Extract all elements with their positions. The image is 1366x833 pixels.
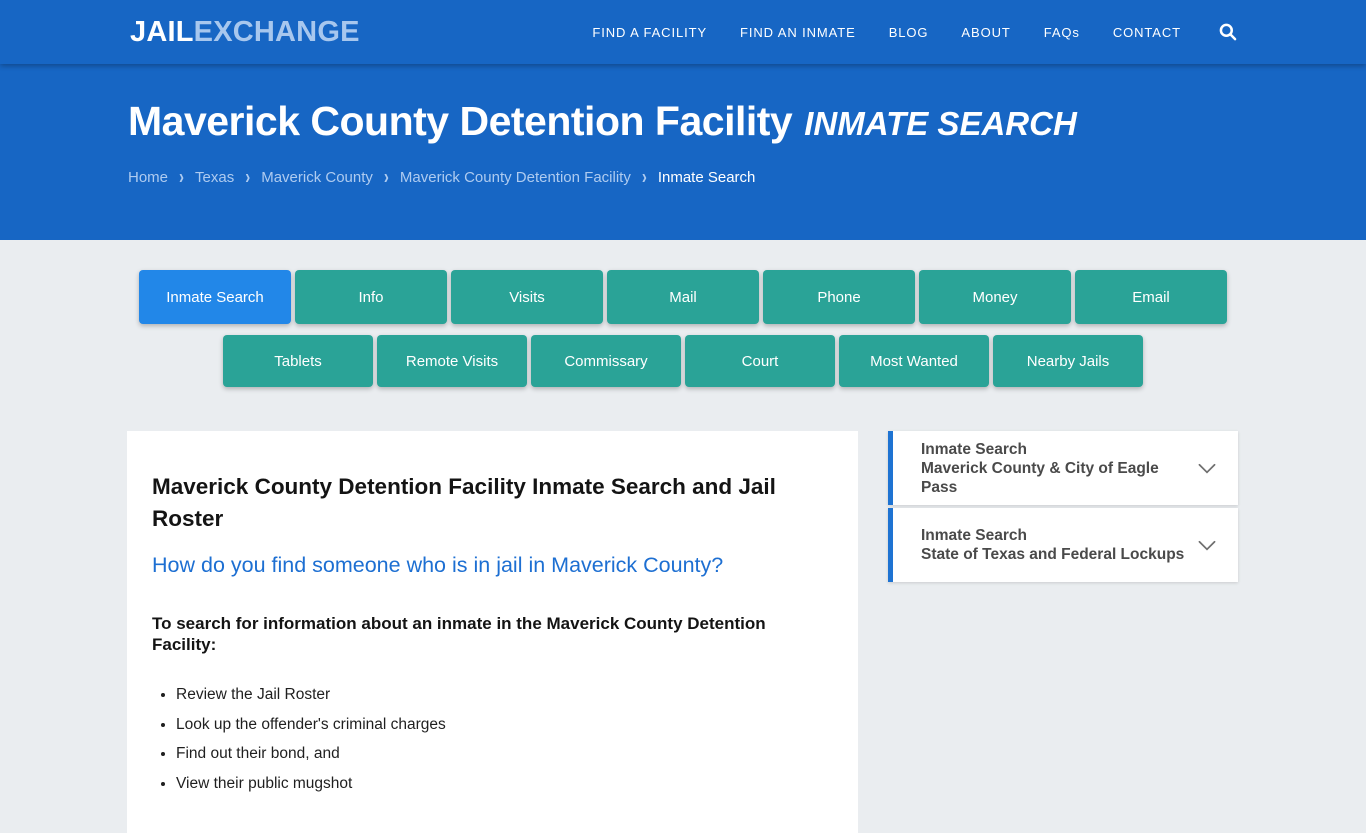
accordion-title: Inmate Search <box>921 440 1027 458</box>
page-title-main: Maverick County Detention Facility <box>128 98 793 144</box>
nav-find-a-facility[interactable]: FIND A FACILITY <box>592 24 708 40</box>
main-nav: FIND A FACILITY FIND AN INMATE BLOG ABOU… <box>592 22 1238 42</box>
list-item: Find out their bond, and <box>176 744 828 763</box>
tab-commissary[interactable]: Commissary <box>531 335 681 387</box>
facility-tabs-row-1: Inmate Search Info Visits Mail Phone Mon… <box>0 270 1366 324</box>
accordion-subtitle: State of Texas and Federal Lockups <box>921 546 1185 563</box>
article-intro: To search for information about an inmat… <box>152 614 766 654</box>
tab-visits[interactable]: Visits <box>451 270 603 324</box>
list-item: Look up the offender's criminal charges <box>176 715 828 734</box>
page-title: Maverick County Detention Facility INMATE… <box>128 64 1238 145</box>
main-content: Maverick County Detention Facility Inmat… <box>127 431 1366 833</box>
breadcrumb-current: Inmate Search <box>657 169 756 186</box>
accordion-label: Inmate Search State of Texas and Federal… <box>921 526 1184 564</box>
article-subheading: How do you find someone who is in jail i… <box>152 553 724 577</box>
tab-mail[interactable]: Mail <box>607 270 759 324</box>
facility-tabs-row-2: Tablets Remote Visits Commissary Court M… <box>0 335 1366 387</box>
accordion-title: Inmate Search <box>921 527 1027 544</box>
breadcrumb-home[interactable]: Home <box>128 169 169 186</box>
chevron-right-icon: › <box>245 166 251 189</box>
brand-logo-jail: JAIL <box>130 15 194 48</box>
chevron-down-icon <box>1194 532 1220 558</box>
tab-tablets[interactable]: Tablets <box>223 335 373 387</box>
search-icon[interactable] <box>1218 22 1238 42</box>
tab-most-wanted[interactable]: Most Wanted <box>839 335 989 387</box>
chevron-right-icon: › <box>641 166 647 189</box>
hero-banner: Maverick County Detention Facility INMATE… <box>0 64 1366 240</box>
tab-court[interactable]: Court <box>685 335 835 387</box>
chevron-right-icon: › <box>383 166 389 189</box>
list-item: Review the Jail Roster <box>176 685 828 704</box>
breadcrumb: Home › Texas › Maverick County › Maveric… <box>128 166 1238 189</box>
brand-logo[interactable]: JAILEXCHANGE <box>130 16 360 49</box>
tab-money[interactable]: Money <box>919 270 1071 324</box>
chevron-down-icon <box>1194 455 1220 481</box>
accordion-inmate-search-county[interactable]: Inmate Search Maverick County & City of … <box>888 431 1238 505</box>
tab-nearby-jails[interactable]: Nearby Jails <box>993 335 1143 387</box>
breadcrumb-texas[interactable]: Texas <box>195 169 235 186</box>
tab-inmate-search[interactable]: Inmate Search <box>139 270 291 324</box>
site-header: JAILEXCHANGE FIND A FACILITY FIND AN INM… <box>0 0 1366 64</box>
tab-phone[interactable]: Phone <box>763 270 915 324</box>
nav-faqs[interactable]: FAQs <box>1043 24 1080 40</box>
article-heading: Maverick County Detention Facility Inmat… <box>152 474 776 531</box>
chevron-right-icon: › <box>179 166 185 189</box>
tab-remote-visits[interactable]: Remote Visits <box>377 335 527 387</box>
breadcrumb-maverick-county[interactable]: Maverick County <box>261 169 373 186</box>
article-bullet-list: Review the Jail Roster Look up the offen… <box>152 685 828 793</box>
brand-logo-exchange: EXCHANGE <box>193 15 360 48</box>
nav-blog[interactable]: BLOG <box>888 24 929 40</box>
list-item: View their public mugshot <box>176 774 828 793</box>
page-title-suffix: INMATE SEARCH <box>804 105 1077 142</box>
nav-about[interactable]: ABOUT <box>961 24 1011 40</box>
accordion-subtitle: Maverick County & City of Eagle Pass <box>921 459 1159 496</box>
article-card: Maverick County Detention Facility Inmat… <box>127 431 858 833</box>
nav-find-an-inmate[interactable]: FIND AN INMATE <box>740 24 856 40</box>
tab-email[interactable]: Email <box>1075 270 1227 324</box>
breadcrumb-facility[interactable]: Maverick County Detention Facility <box>399 169 631 186</box>
nav-contact[interactable]: CONTACT <box>1112 24 1181 40</box>
accordion-label: Inmate Search Maverick County & City of … <box>921 440 1186 497</box>
accordion-inmate-search-state[interactable]: Inmate Search State of Texas and Federal… <box>888 508 1238 582</box>
tab-info[interactable]: Info <box>295 270 447 324</box>
sidebar: Inmate Search Maverick County & City of … <box>888 431 1238 582</box>
